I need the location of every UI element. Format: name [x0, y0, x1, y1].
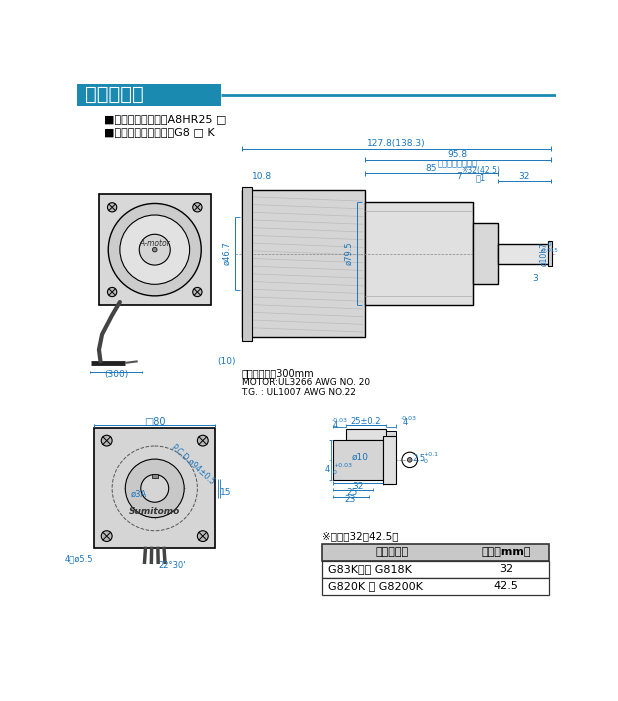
Text: 127.8(138.3): 127.8(138.3) [367, 139, 426, 148]
Text: 32: 32 [499, 564, 513, 574]
Bar [383, 436, 396, 484]
Text: Sumitomo: Sumitomo [129, 507, 180, 516]
Circle shape [101, 435, 112, 446]
Text: 10.8: 10.8 [252, 172, 272, 181]
Circle shape [125, 459, 184, 517]
Text: -0.03: -0.03 [401, 416, 417, 421]
Bar [346, 429, 386, 440]
Bar [386, 430, 396, 438]
Circle shape [197, 531, 208, 541]
Text: (300): (300) [104, 370, 128, 379]
Text: 25±0.2: 25±0.2 [350, 417, 381, 426]
Circle shape [120, 215, 190, 285]
Bar [498, 243, 551, 264]
Text: G820K ～ G8200K: G820K ～ G8200K [328, 581, 423, 591]
Text: ø79.5: ø79.5 [345, 242, 353, 266]
Text: 32: 32 [519, 172, 530, 181]
Text: ギヤヘッド: ギヤヘッド [376, 547, 409, 557]
Text: -0.03: -0.03 [331, 418, 347, 423]
Bar [99, 194, 211, 305]
Text: ■ギヤヘッド形式　：G8 □ K: ■ギヤヘッド形式 ：G8 □ K [104, 127, 215, 137]
Text: 7: 7 [457, 172, 462, 181]
Text: 95.8: 95.8 [447, 151, 468, 159]
Text: MOTOR:UL3266 AWG NO. 20: MOTOR:UL3266 AWG NO. 20 [242, 379, 370, 388]
Text: G83K　～ G818K: G83K ～ G818K [328, 564, 412, 574]
Text: （モータ部長さ）: （モータ部長さ） [438, 160, 478, 169]
Text: □80: □80 [144, 417, 166, 427]
Bar [333, 440, 383, 480]
Text: 4: 4 [325, 465, 330, 474]
Circle shape [108, 203, 117, 212]
Text: ø46.7: ø46.7 [222, 242, 231, 266]
Circle shape [193, 287, 202, 297]
Bar [473, 223, 498, 285]
Text: 22°30': 22°30' [158, 561, 185, 570]
Bar [365, 202, 473, 305]
Circle shape [108, 203, 201, 296]
Circle shape [101, 531, 112, 541]
Bar [322, 578, 549, 594]
Text: 4: 4 [402, 418, 408, 428]
Circle shape [139, 234, 170, 265]
Bar [548, 241, 552, 266]
Text: A-motor: A-motor [140, 239, 170, 248]
Text: 4－ø5.5: 4－ø5.5 [64, 554, 93, 564]
Text: +0.03: +0.03 [333, 463, 352, 468]
Text: 85: 85 [426, 164, 437, 173]
Text: 2.5: 2.5 [412, 454, 426, 463]
Circle shape [193, 203, 202, 212]
Bar [242, 191, 365, 336]
Text: 25: 25 [347, 489, 358, 498]
Text: 32: 32 [352, 482, 363, 491]
Text: +0.1: +0.1 [424, 452, 439, 457]
Circle shape [407, 458, 412, 462]
Text: 寸法（mm）: 寸法（mm） [481, 547, 531, 557]
Bar [242, 186, 252, 341]
Text: ø10h7: ø10h7 [540, 242, 548, 266]
Text: 3: 3 [532, 273, 538, 283]
Circle shape [141, 475, 169, 502]
Bar [151, 474, 158, 477]
Text: T.G. : UL1007 AWG NO.22: T.G. : UL1007 AWG NO.22 [242, 388, 357, 397]
Text: 表1: 表1 [476, 174, 486, 182]
Circle shape [153, 247, 157, 252]
Bar [322, 544, 549, 561]
Text: ギヤモータ: ギヤモータ [85, 86, 144, 104]
Text: -0.015: -0.015 [540, 248, 558, 253]
Text: 15: 15 [220, 488, 232, 497]
Text: 23: 23 [344, 496, 356, 505]
Text: 0: 0 [424, 459, 428, 464]
Text: ø3A: ø3A [131, 490, 147, 499]
Bar [322, 561, 549, 578]
Text: リード線長さ300mm: リード線長さ300mm [242, 368, 314, 378]
Text: 0: 0 [333, 470, 337, 475]
Text: -0: -0 [546, 242, 552, 247]
Text: (10): (10) [218, 357, 236, 366]
Bar [95, 428, 215, 548]
Text: 4: 4 [332, 421, 338, 430]
Text: 42.5: 42.5 [494, 581, 519, 591]
Circle shape [197, 435, 208, 446]
Text: ※32(42.5): ※32(42.5) [462, 166, 501, 175]
Text: ■モータ形式　　：A8HR25 □: ■モータ形式 ：A8HR25 □ [104, 114, 227, 124]
Text: ø10: ø10 [352, 452, 368, 461]
Text: ※表１．32（42.5）: ※表１．32（42.5） [322, 531, 399, 541]
Text: P.C.D ø94±0.5: P.C.D ø94±0.5 [170, 442, 217, 485]
Circle shape [108, 287, 117, 297]
Bar [77, 84, 221, 106]
